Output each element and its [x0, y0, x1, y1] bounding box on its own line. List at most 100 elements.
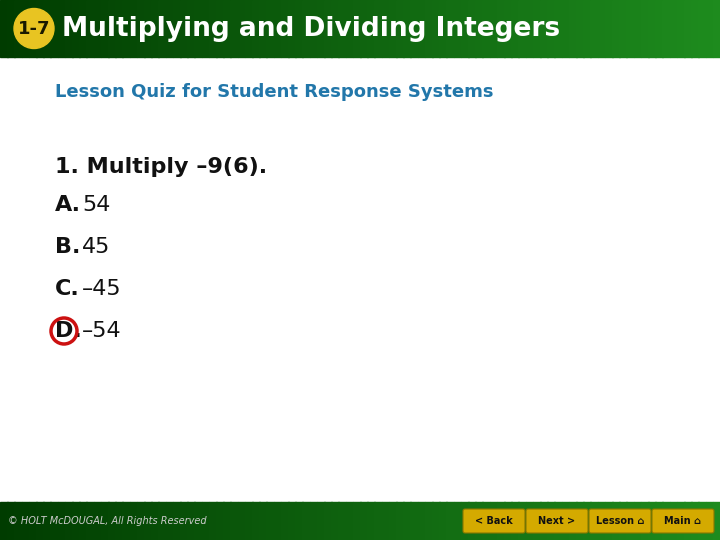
Bar — [518, 502, 526, 540]
Bar — [569, 502, 577, 540]
Bar — [194, 0, 202, 57]
Text: –54: –54 — [82, 321, 122, 341]
Bar — [353, 0, 361, 57]
Bar — [497, 502, 505, 540]
Bar — [209, 0, 217, 57]
Bar — [482, 502, 490, 540]
Bar — [619, 502, 627, 540]
Bar — [252, 502, 260, 540]
Bar — [554, 502, 562, 540]
Text: 45: 45 — [82, 237, 110, 257]
Bar — [281, 0, 289, 57]
Bar — [461, 0, 469, 57]
Bar — [641, 502, 649, 540]
Bar — [72, 502, 80, 540]
Bar — [526, 502, 534, 540]
Bar — [511, 0, 519, 57]
Bar — [230, 502, 238, 540]
Bar — [79, 0, 87, 57]
Bar — [58, 0, 66, 57]
Bar — [418, 502, 426, 540]
Bar — [533, 0, 541, 57]
Bar — [547, 0, 555, 57]
Bar — [554, 0, 562, 57]
Bar — [641, 0, 649, 57]
Bar — [144, 502, 152, 540]
Bar — [662, 0, 670, 57]
Bar — [65, 0, 73, 57]
Bar — [713, 502, 720, 540]
Bar — [65, 502, 73, 540]
Bar — [583, 502, 591, 540]
Bar — [497, 0, 505, 57]
Bar — [166, 502, 174, 540]
Bar — [403, 502, 411, 540]
Bar — [454, 0, 462, 57]
Bar — [403, 0, 411, 57]
Bar — [691, 502, 699, 540]
Text: Lesson Quiz for Student Response Systems: Lesson Quiz for Student Response Systems — [55, 83, 493, 101]
Bar — [670, 502, 678, 540]
Bar — [194, 502, 202, 540]
Bar — [295, 0, 303, 57]
Text: D.: D. — [55, 321, 82, 341]
Bar — [151, 0, 159, 57]
Bar — [446, 502, 454, 540]
Circle shape — [14, 9, 54, 49]
Bar — [360, 0, 368, 57]
Bar — [266, 502, 274, 540]
Bar — [410, 502, 418, 540]
Bar — [562, 502, 570, 540]
Text: 1-7: 1-7 — [18, 19, 50, 37]
Bar — [396, 502, 404, 540]
Bar — [648, 0, 656, 57]
Bar — [576, 0, 584, 57]
Bar — [223, 0, 231, 57]
Bar — [14, 0, 22, 57]
Bar — [144, 0, 152, 57]
Bar — [180, 502, 188, 540]
Bar — [108, 0, 116, 57]
Bar — [583, 0, 591, 57]
Bar — [677, 502, 685, 540]
Bar — [468, 0, 476, 57]
Bar — [295, 502, 303, 540]
Bar — [310, 502, 318, 540]
Bar — [288, 0, 296, 57]
Bar — [439, 502, 447, 540]
Bar — [533, 502, 541, 540]
Bar — [518, 0, 526, 57]
Bar — [547, 502, 555, 540]
Bar — [108, 502, 116, 540]
Bar — [706, 502, 714, 540]
Bar — [490, 0, 498, 57]
Bar — [216, 502, 224, 540]
Text: A.: A. — [55, 195, 81, 215]
Bar — [468, 502, 476, 540]
Bar — [382, 502, 390, 540]
Bar — [569, 0, 577, 57]
Bar — [50, 502, 58, 540]
Bar — [223, 502, 231, 540]
Bar — [266, 0, 274, 57]
FancyBboxPatch shape — [652, 509, 714, 533]
FancyBboxPatch shape — [526, 509, 588, 533]
Bar — [36, 0, 44, 57]
Text: 54: 54 — [82, 195, 110, 215]
Bar — [310, 0, 318, 57]
Bar — [353, 502, 361, 540]
Bar — [187, 0, 195, 57]
Bar — [619, 0, 627, 57]
Bar — [482, 0, 490, 57]
Bar — [626, 502, 634, 540]
Bar — [158, 0, 166, 57]
Bar — [475, 502, 483, 540]
Bar — [374, 502, 382, 540]
Bar — [86, 502, 94, 540]
Text: Next >: Next > — [539, 516, 575, 526]
Bar — [281, 502, 289, 540]
Bar — [590, 502, 598, 540]
Text: © HOLT McDOUGAL, All Rights Reserved: © HOLT McDOUGAL, All Rights Reserved — [8, 516, 207, 526]
Bar — [122, 0, 130, 57]
Bar — [94, 502, 102, 540]
